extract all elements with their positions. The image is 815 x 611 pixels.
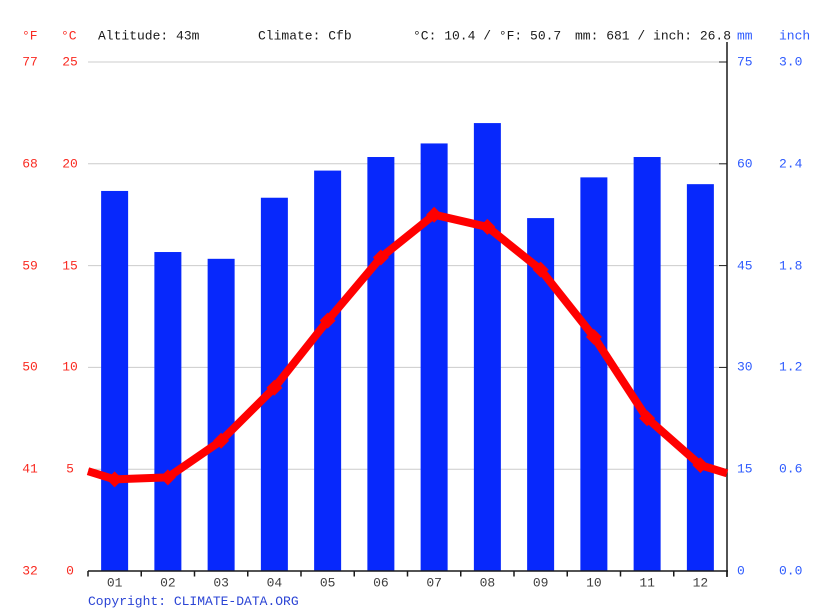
c-axis-tick: 5 xyxy=(66,461,74,477)
f-axis-tick: 68 xyxy=(22,156,38,172)
altitude-label: Altitude: 43m xyxy=(98,28,200,44)
inch-axis-tick: 3.0 xyxy=(779,54,803,70)
temperature-point-08 xyxy=(479,218,496,235)
mm-axis-tick: 0 xyxy=(737,563,745,579)
copyright-line: Copyright: CLIMATE-DATA.ORG xyxy=(88,594,299,609)
month-label-03: 03 xyxy=(213,575,229,591)
month-label-07: 07 xyxy=(426,575,442,591)
mm-axis-header-label: mm xyxy=(737,28,753,44)
precipitation-bar-02 xyxy=(154,252,182,571)
inch-axis-tick: 0.0 xyxy=(779,563,803,579)
temperature-summary: °C: 10.4 / °F: 50.7 xyxy=(413,28,562,44)
inch-axis-tick: 1.2 xyxy=(779,359,803,375)
inch-axis-tick: 0.6 xyxy=(779,461,803,477)
mm-axis-tick: 75 xyxy=(737,54,753,70)
f-axis-tick: 77 xyxy=(22,54,38,70)
month-label-11: 11 xyxy=(639,575,655,591)
precipitation-bar-03 xyxy=(207,258,235,571)
f-axis-tick: 32 xyxy=(22,563,38,579)
precipitation-bar-01 xyxy=(101,190,129,572)
mm-axis-tick: 60 xyxy=(737,156,753,172)
c-axis-tick: 0 xyxy=(66,563,74,579)
f-axis-tick: 59 xyxy=(22,258,38,274)
month-label-12: 12 xyxy=(692,575,709,591)
month-label-09: 09 xyxy=(532,575,549,591)
precipitation-bar-11 xyxy=(633,157,661,571)
temperature-point-01 xyxy=(106,471,123,488)
month-label-04: 04 xyxy=(266,575,283,591)
f-axis-tick: 41 xyxy=(22,461,38,477)
temperature-line xyxy=(86,210,729,484)
precipitation-bar-05 xyxy=(314,170,342,571)
precipitation-bar-08 xyxy=(473,123,501,571)
temperature-point-04 xyxy=(266,379,283,396)
inch-axis-header-label: inch xyxy=(779,28,811,44)
month-label-08: 08 xyxy=(479,575,496,591)
f-axis-header-label: °F xyxy=(22,28,38,44)
c-axis-tick: 25 xyxy=(62,54,78,70)
temperature-point-05 xyxy=(319,312,336,329)
inch-axis-tick: 1.8 xyxy=(779,258,803,274)
c-axis-header-label: °C xyxy=(61,28,77,44)
month-label-10: 10 xyxy=(586,575,602,591)
precipitation-summary: mm: 681 / inch: 26.8 xyxy=(575,28,732,44)
mm-axis-tick: 30 xyxy=(737,359,753,375)
precipitation-bar-12 xyxy=(686,184,714,571)
temperature-point-12 xyxy=(692,457,709,474)
temperature-point-07 xyxy=(426,206,443,223)
month-label-05: 05 xyxy=(319,575,336,591)
temperature-point-11 xyxy=(639,410,656,427)
temperature-point-02 xyxy=(159,469,176,486)
precipitation-bar-10 xyxy=(580,177,608,571)
copyright-label: Copyright: xyxy=(88,594,174,609)
mm-axis-tick: 15 xyxy=(737,461,753,477)
month-label-01: 01 xyxy=(106,575,123,591)
month-label-06: 06 xyxy=(373,575,389,591)
climate-data-org-link[interactable]: CLIMATE-DATA.ORG xyxy=(173,594,299,609)
mm-axis-tick: 45 xyxy=(737,258,753,274)
temperature-point-09 xyxy=(532,261,549,278)
temperature-point-10 xyxy=(585,328,602,345)
c-axis-tick: 15 xyxy=(62,258,78,274)
inch-axis-tick: 2.4 xyxy=(779,156,803,172)
temperature-point-03 xyxy=(213,432,230,449)
temperature-point-06 xyxy=(372,249,389,266)
climate-class-label: Climate: Cfb xyxy=(258,28,352,44)
c-axis-tick: 20 xyxy=(62,156,78,172)
month-label-02: 02 xyxy=(160,575,176,591)
c-axis-tick: 10 xyxy=(62,359,78,375)
precipitation-bar-06 xyxy=(367,157,395,571)
f-axis-tick: 50 xyxy=(22,359,38,375)
